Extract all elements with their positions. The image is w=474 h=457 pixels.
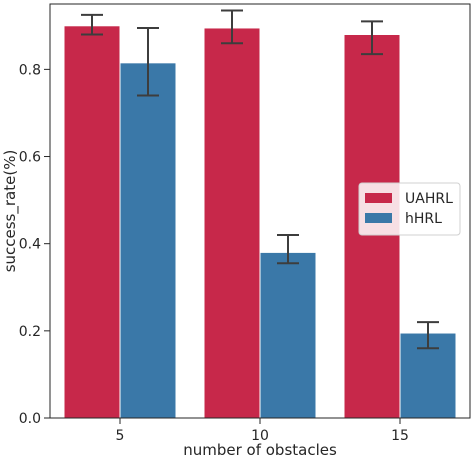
y-tick-label: 0.2 [19,324,41,340]
legend-label-uahrl: UAHRL [405,191,453,207]
y-axis-label: success_rate(%) [1,150,20,273]
legend-label-hhrl: hHRL [405,211,442,227]
x-axis-label: number of obstacles [183,441,337,457]
legend-swatch-uahrl [365,193,392,203]
legend-swatch-hhrl [365,213,392,223]
x-tick-label: 10 [251,428,269,444]
y-axis-ticks: 0.0 0.2 0.4 0.6 0.8 [19,62,50,427]
y-tick-label: 0.0 [19,411,41,427]
y-tick-label: 0.8 [19,62,41,78]
y-tick-label: 0.4 [19,237,41,253]
y-tick-label: 0.6 [19,150,41,166]
bar-hhrl-5 [119,62,177,419]
error-bars-layer [81,9,439,350]
x-axis-ticks: 5 10 15 [116,418,409,444]
legend: UAHRL hHRL [358,182,461,236]
bar-uahrl-10 [203,27,261,419]
x-tick-label: 5 [116,428,125,444]
bar-hhrl-10 [259,251,317,419]
bar-uahrl-5 [63,25,121,419]
x-tick-label: 15 [391,428,409,444]
